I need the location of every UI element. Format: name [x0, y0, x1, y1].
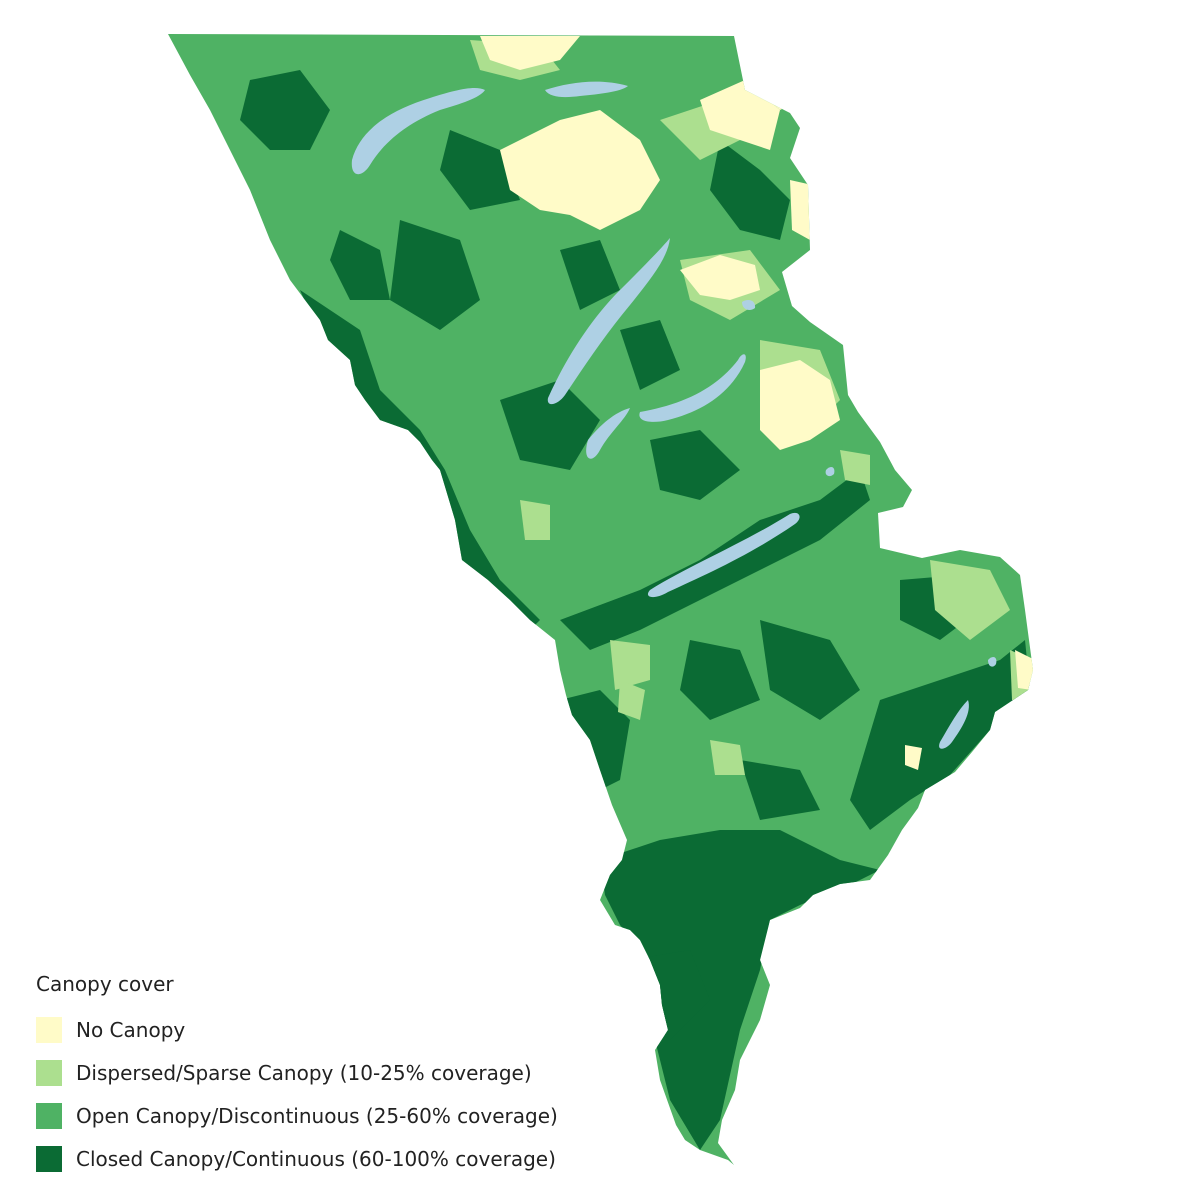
legend-label-closed-canopy: Closed Canopy/Continuous (60-100% covera… [76, 1146, 556, 1171]
legend-item-closed-canopy: Closed Canopy/Continuous (60-100% covera… [36, 1137, 558, 1180]
legend-item-sparse-canopy: Dispersed/Sparse Canopy (10-25% coverage… [36, 1051, 558, 1094]
legend-swatch-no-canopy [36, 1016, 62, 1043]
legend-item-no-canopy: No Canopy [36, 1008, 558, 1051]
legend-swatch-closed-canopy [36, 1145, 62, 1172]
legend-item-open-canopy: Open Canopy/Discontinuous (25-60% covera… [36, 1094, 558, 1137]
legend-label-sparse-canopy: Dispersed/Sparse Canopy (10-25% coverage… [76, 1060, 532, 1085]
legend-title: Canopy cover [36, 972, 174, 996]
legend-swatch-sparse-canopy [36, 1059, 62, 1086]
lakes [351, 81, 997, 749]
legend-swatch-open-canopy [36, 1102, 62, 1129]
map-legend: Canopy cover No Canopy Dispersed/Sparse … [36, 970, 558, 1180]
legend-label-no-canopy: No Canopy [76, 1017, 186, 1042]
legend-label-open-canopy: Open Canopy/Discontinuous (25-60% covera… [76, 1103, 558, 1128]
